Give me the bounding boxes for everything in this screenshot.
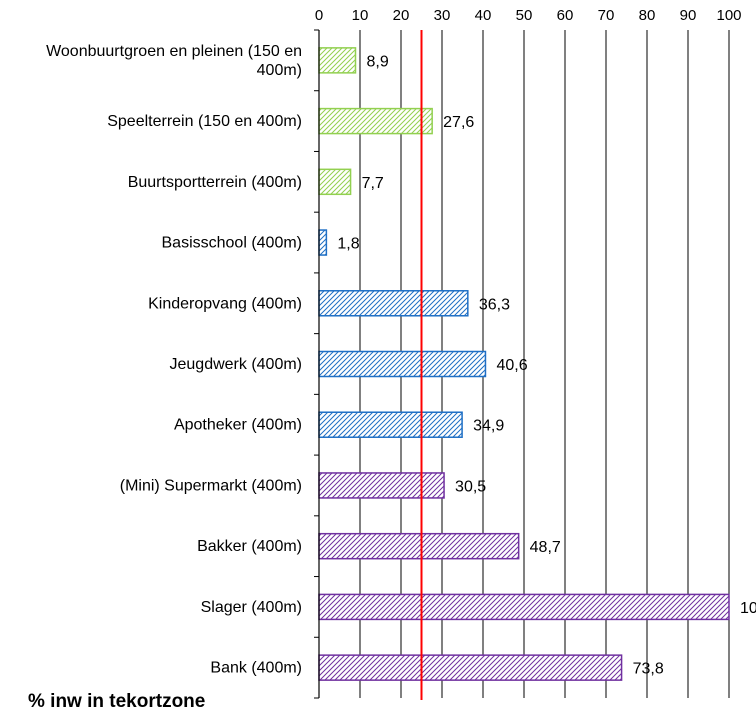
data-labels: 8,9 27,6 7,7 1,8 36,3 40,6 34,9 30,5 48,7 100,0 73… (337, 53, 756, 677)
x-tick-label: 80 (639, 7, 656, 24)
category-label-line: Apotheker (400m) (174, 417, 302, 434)
x-tick-label: 30 (434, 7, 451, 24)
bar (318, 290, 469, 317)
category-label-line: Jeugdwerk (400m) (170, 356, 303, 373)
bar (318, 229, 328, 256)
x-axis-ticks: 0 10 20 30 40 50 60 70 80 90 100 (315, 7, 742, 24)
x-tick-label: 70 (598, 7, 615, 24)
data-label: 34,9 (473, 418, 504, 435)
category-label-line: Woonbuurtgroen en pleinen (150 en (46, 43, 302, 60)
category-label-line: Slager (400m) (201, 599, 302, 616)
data-label: 36,3 (479, 296, 510, 313)
category-label: Bank (400m) (210, 660, 302, 677)
x-tick-label: 50 (516, 7, 533, 24)
x-tick-label: 0 (315, 7, 323, 24)
bar (318, 350, 487, 378)
x-tick-label: 100 (716, 7, 741, 24)
data-label: 100,0 (740, 600, 756, 617)
category-label: Basisschool (400m) (162, 235, 303, 252)
data-label: 1,8 (337, 236, 359, 253)
x-tick-label: 90 (680, 7, 697, 24)
data-label: 30,5 (455, 478, 486, 495)
category-label: Kinderopvang (400m) (148, 295, 302, 312)
category-label-line: Buurtsportterrein (400m) (128, 174, 302, 191)
data-label: 27,6 (443, 114, 474, 131)
bar (318, 593, 730, 621)
x-tick-label: 10 (352, 7, 369, 24)
category-label-line: Bank (400m) (210, 660, 302, 677)
category-label: Woonbuurtgroen en pleinen (150 en 400m) (46, 43, 302, 79)
category-label: Buurtsportterrein (400m) (128, 174, 302, 191)
category-label: Slager (400m) (201, 599, 302, 616)
data-label: 48,7 (530, 539, 561, 556)
bar (318, 532, 520, 560)
bar (318, 107, 433, 135)
category-label: Speelterrein (150 en 400m) (107, 113, 302, 130)
category-label-line: Kinderopvang (400m) (148, 295, 302, 312)
data-label: 7,7 (362, 175, 384, 192)
bar (318, 411, 463, 438)
category-label: Bakker (400m) (197, 538, 302, 555)
x-tick-label: 20 (393, 7, 410, 24)
bar (318, 472, 445, 499)
x-tick-label: 40 (475, 7, 492, 24)
bar (318, 654, 623, 681)
category-label-line: 400m) (257, 62, 302, 79)
category-label-line: Basisschool (400m) (162, 235, 303, 252)
data-label: 73,8 (633, 661, 664, 678)
bar (318, 168, 352, 196)
category-label: Apotheker (400m) (174, 417, 302, 434)
category-label-line: (Mini) Supermarkt (400m) (120, 477, 302, 494)
x-tick-label: 60 (557, 7, 574, 24)
data-label: 40,6 (496, 357, 527, 374)
category-label: Jeugdwerk (400m) (170, 356, 303, 373)
category-label-line: Bakker (400m) (197, 538, 302, 555)
category-label: (Mini) Supermarkt (400m) (120, 477, 302, 494)
category-label-line: Speelterrein (150 en 400m) (107, 113, 302, 130)
footnote: % inw in tekortzone (28, 691, 205, 712)
data-label: 8,9 (366, 53, 388, 70)
bar (318, 47, 357, 74)
category-labels: Woonbuurtgroen en pleinen (150 en 400m) Sp… (46, 43, 302, 677)
y-axis (314, 29, 320, 699)
